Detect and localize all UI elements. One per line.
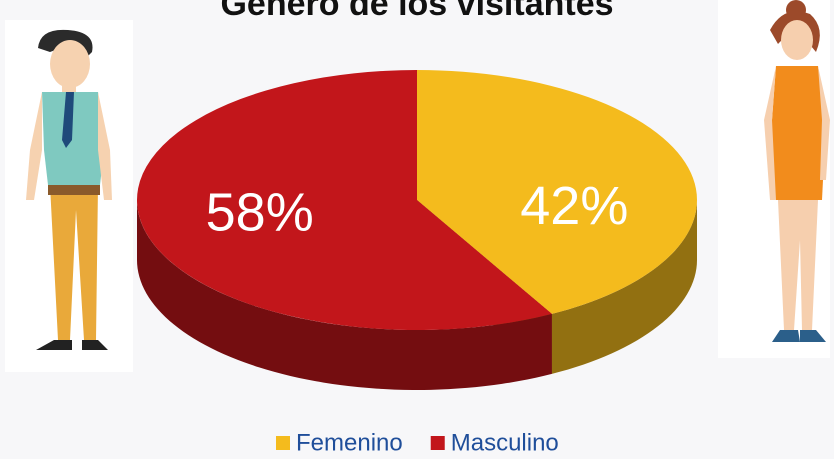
man-illustration	[5, 20, 133, 372]
legend-label: Masculino	[451, 429, 559, 456]
pie-slice	[137, 70, 552, 330]
slice-side	[137, 200, 552, 390]
slice-side	[551, 200, 697, 374]
woman-illustration	[718, 0, 830, 358]
pie-slice	[417, 70, 697, 314]
pie: 42% 58%	[137, 70, 697, 390]
value-label: 42%	[520, 176, 628, 236]
legend-swatch	[430, 436, 445, 450]
legend-swatch	[276, 436, 290, 450]
value-label: 58%	[206, 182, 314, 242]
legend: Femenino Masculino	[276, 429, 559, 456]
legend-label: Femenino	[296, 429, 403, 456]
chart-title: Género de los visitantes	[220, 0, 613, 23]
